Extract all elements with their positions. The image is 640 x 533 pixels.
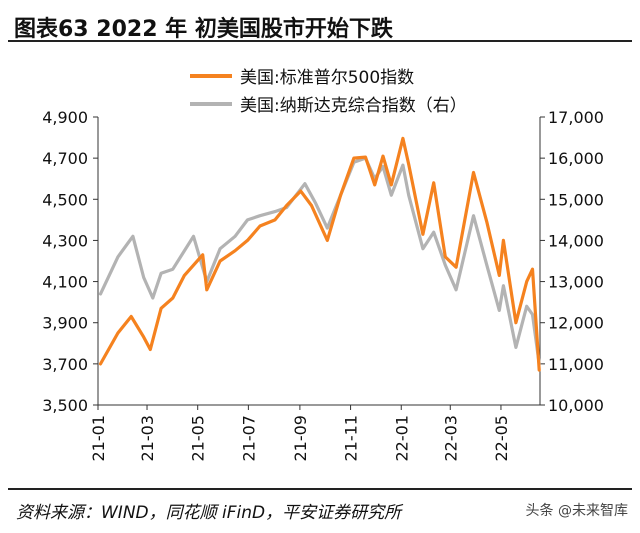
figure-header: 图表63 2022 年 初美国股市开始下跌 <box>8 6 632 42</box>
sp500-line <box>98 136 541 372</box>
x-tick-label: 21-09 <box>291 415 310 462</box>
x-tick-label: 22-05 <box>492 415 511 462</box>
x-tick-label: 21-07 <box>239 415 258 462</box>
y-right-tick-label: 15,000 <box>548 190 604 209</box>
y-right-tick-label: 13,000 <box>548 273 604 292</box>
y-left-tick-label: 4,300 <box>42 231 88 250</box>
y-right-tick-label: 16,000 <box>548 149 604 168</box>
figure-title: 图表63 2022 年 初美国股市开始下跌 <box>14 17 393 42</box>
x-tick-label: 21-11 <box>342 415 361 462</box>
y-left-tick-label: 3,900 <box>42 314 88 333</box>
source-note: 资料来源：WIND，同花顺 iFinD，平安证券研究所 <box>16 503 402 523</box>
nasdaq-line <box>98 156 541 366</box>
header-divider <box>8 40 632 42</box>
x-tick-label: 21-03 <box>138 415 157 462</box>
x-tick-label: 21-05 <box>189 415 208 462</box>
legend: 美国:标准普尔500指数 美国:纳斯达克综合指数（右） <box>190 68 467 116</box>
line-chart: 3,500 3,700 3,900 4,100 4,300 4,500 4,700 4,900… <box>42 68 604 462</box>
series-lines <box>98 136 541 372</box>
watermark-text: 头条 @未来智库 <box>525 503 628 519</box>
y-right-tick-label: 17,000 <box>548 108 604 127</box>
y-left-tick-label: 3,700 <box>42 355 88 374</box>
y-left-tick-label: 3,500 <box>42 396 88 415</box>
legend-label-nasdaq: 美国:纳斯达克综合指数（右） <box>240 96 467 116</box>
y-left-tick-label: 4,700 <box>42 149 88 168</box>
axes: 3,500 3,700 3,900 4,100 4,300 4,500 4,700 4,900… <box>42 108 604 462</box>
y-right-tick-label: 14,000 <box>548 231 604 250</box>
x-tick-label: 21-01 <box>89 415 108 462</box>
legend-label-sp500: 美国:标准普尔500指数 <box>240 68 414 88</box>
y-left-tick-label: 4,100 <box>42 273 88 292</box>
x-tick-label: 22-03 <box>441 415 460 462</box>
y-left-tick-label: 4,500 <box>42 190 88 209</box>
y-right-tick-label: 12,000 <box>548 314 604 333</box>
footer-divider <box>8 488 632 490</box>
y-left-tick-label: 4,900 <box>42 108 88 127</box>
x-tick-label: 22-01 <box>392 415 411 462</box>
figure-footer: 资料来源：WIND，同花顺 iFinD，平安证券研究所 头条 @未来智库 <box>8 488 632 528</box>
y-right-tick-label: 11,000 <box>548 355 604 374</box>
y-right-tick-label: 10,000 <box>548 396 604 415</box>
